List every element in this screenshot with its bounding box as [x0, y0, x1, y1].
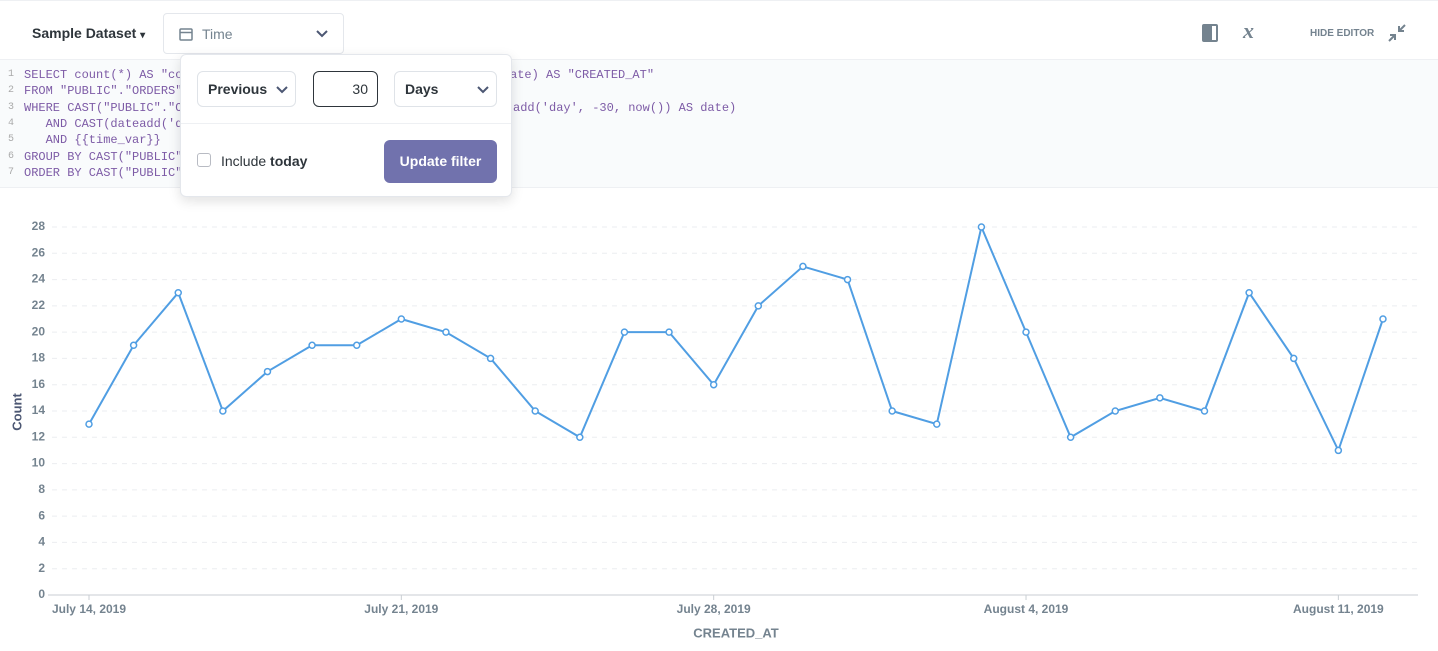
include-bold: today — [270, 153, 308, 169]
line-number: 5 — [7, 134, 14, 146]
point — [1200, 407, 1209, 415]
hide-editor[interactable]: HIDE EDITOR — [1310, 28, 1375, 39]
point — [352, 341, 361, 350]
y-tick-label: 24 — [32, 272, 46, 286]
collapse-icon[interactable] — [1387, 23, 1407, 43]
x-tick-label: July 14, 2019 — [52, 602, 126, 616]
code-line: AND {{time_var}} — [24, 133, 161, 148]
chevron — [316, 30, 328, 38]
point — [709, 380, 718, 389]
point — [1334, 446, 1343, 455]
code-line: AND CAST(dateadd('d — [24, 116, 183, 131]
chevron — [477, 86, 489, 94]
y-tick-label: 8 — [38, 482, 45, 496]
point — [129, 341, 138, 350]
point — [576, 433, 584, 442]
point — [1111, 407, 1120, 415]
y-tick-label: 10 — [32, 456, 46, 470]
code-line: WHERE CAST("PUBLIC"."O — [24, 100, 183, 115]
direction: Previous — [208, 81, 268, 97]
y-tick-label: 6 — [38, 508, 45, 522]
line-number: 6 — [7, 150, 14, 162]
code-line: GROUP BY CAST("PUBLIC" — [24, 149, 183, 164]
point — [1066, 433, 1075, 442]
point — [1245, 288, 1253, 297]
point — [1156, 394, 1164, 402]
point — [665, 328, 673, 336]
point — [174, 288, 182, 297]
point — [442, 328, 450, 336]
include-label: Include today — [221, 153, 307, 169]
amount-input[interactable]: 30 — [313, 71, 378, 107]
point — [620, 328, 629, 336]
point — [531, 407, 539, 415]
x-tick-label: August 4, 2019 — [984, 602, 1069, 616]
line-number: 3 — [7, 101, 14, 113]
point — [219, 407, 227, 415]
unit-select[interactable]: Days — [394, 71, 497, 107]
line-number: 1 — [7, 69, 14, 80]
line — [88, 223, 1384, 454]
dataset-picker[interactable]: Sample Dataset ▾ — [32, 25, 146, 41]
point — [843, 275, 852, 284]
time-filter[interactable]: Time — [163, 13, 344, 54]
point — [486, 354, 495, 363]
y-tick-label: 0 — [38, 587, 45, 601]
point — [888, 407, 896, 415]
code-line-right: add('day', -30, now()) AS date) — [513, 100, 737, 115]
point — [1379, 315, 1387, 323]
chevron — [276, 86, 288, 94]
y-tick-label: 20 — [32, 324, 46, 338]
y-tick-label: 12 — [32, 429, 46, 443]
x-tick-label: July 21, 2019 — [364, 602, 438, 616]
code-line: SELECT count(*) AS "co — [24, 68, 183, 82]
direction-select[interactable]: Previous — [197, 71, 296, 107]
update-button[interactable]: Update filter — [384, 140, 497, 183]
code-line: FROM "PUBLIC"."ORDERS" — [24, 84, 183, 99]
point — [263, 367, 272, 376]
variables-icon[interactable]: x — [1243, 18, 1254, 43]
point — [308, 341, 316, 350]
y-tick-label: 16 — [32, 377, 46, 391]
point — [397, 315, 406, 323]
reference-icon[interactable] — [1200, 22, 1222, 44]
x-tick-label: August 11, 2019 — [1293, 602, 1384, 616]
filter-popover: Previous 30 Days Include today Update fi… — [180, 54, 512, 197]
code-line: ORDER BY CAST("PUBLIC" — [24, 165, 183, 180]
y-tick-label: 4 — [38, 535, 45, 549]
point — [754, 302, 763, 310]
x-axis-label: CREATED_AT — [693, 625, 779, 640]
amount: 30 — [352, 81, 368, 97]
y-tick-label: 18 — [32, 351, 46, 365]
point — [1289, 354, 1298, 363]
y-tick-label: 22 — [32, 298, 46, 312]
include-checkbox[interactable] — [197, 153, 211, 167]
point — [799, 262, 807, 271]
top-bar: Sample Dataset ▾ Time x HIDE EDITOR — [0, 0, 1438, 60]
y-tick-label: 28 — [32, 219, 46, 233]
unit: Days — [405, 81, 439, 97]
y-tick-label: 14 — [32, 403, 46, 417]
point — [85, 420, 93, 428]
x-tick-label: July 28, 2019 — [677, 602, 751, 616]
code-line-right: ate) AS "CREATED_AT" — [510, 68, 655, 82]
point — [1022, 328, 1030, 336]
dataset-name: Sample Dataset — [32, 25, 137, 41]
point — [977, 223, 986, 231]
y-tick-label: 26 — [32, 245, 46, 259]
y-axis-label: Count — [9, 393, 24, 431]
include-text: Include — [221, 153, 267, 169]
calendar-icon — [179, 28, 193, 41]
line-number: 2 — [7, 85, 14, 97]
divider — [181, 123, 511, 124]
line-number: 7 — [7, 166, 14, 178]
point — [933, 420, 941, 428]
filter-label: Time — [202, 26, 233, 42]
y-tick-label: 2 — [38, 561, 45, 575]
line-number: 4 — [7, 117, 14, 129]
